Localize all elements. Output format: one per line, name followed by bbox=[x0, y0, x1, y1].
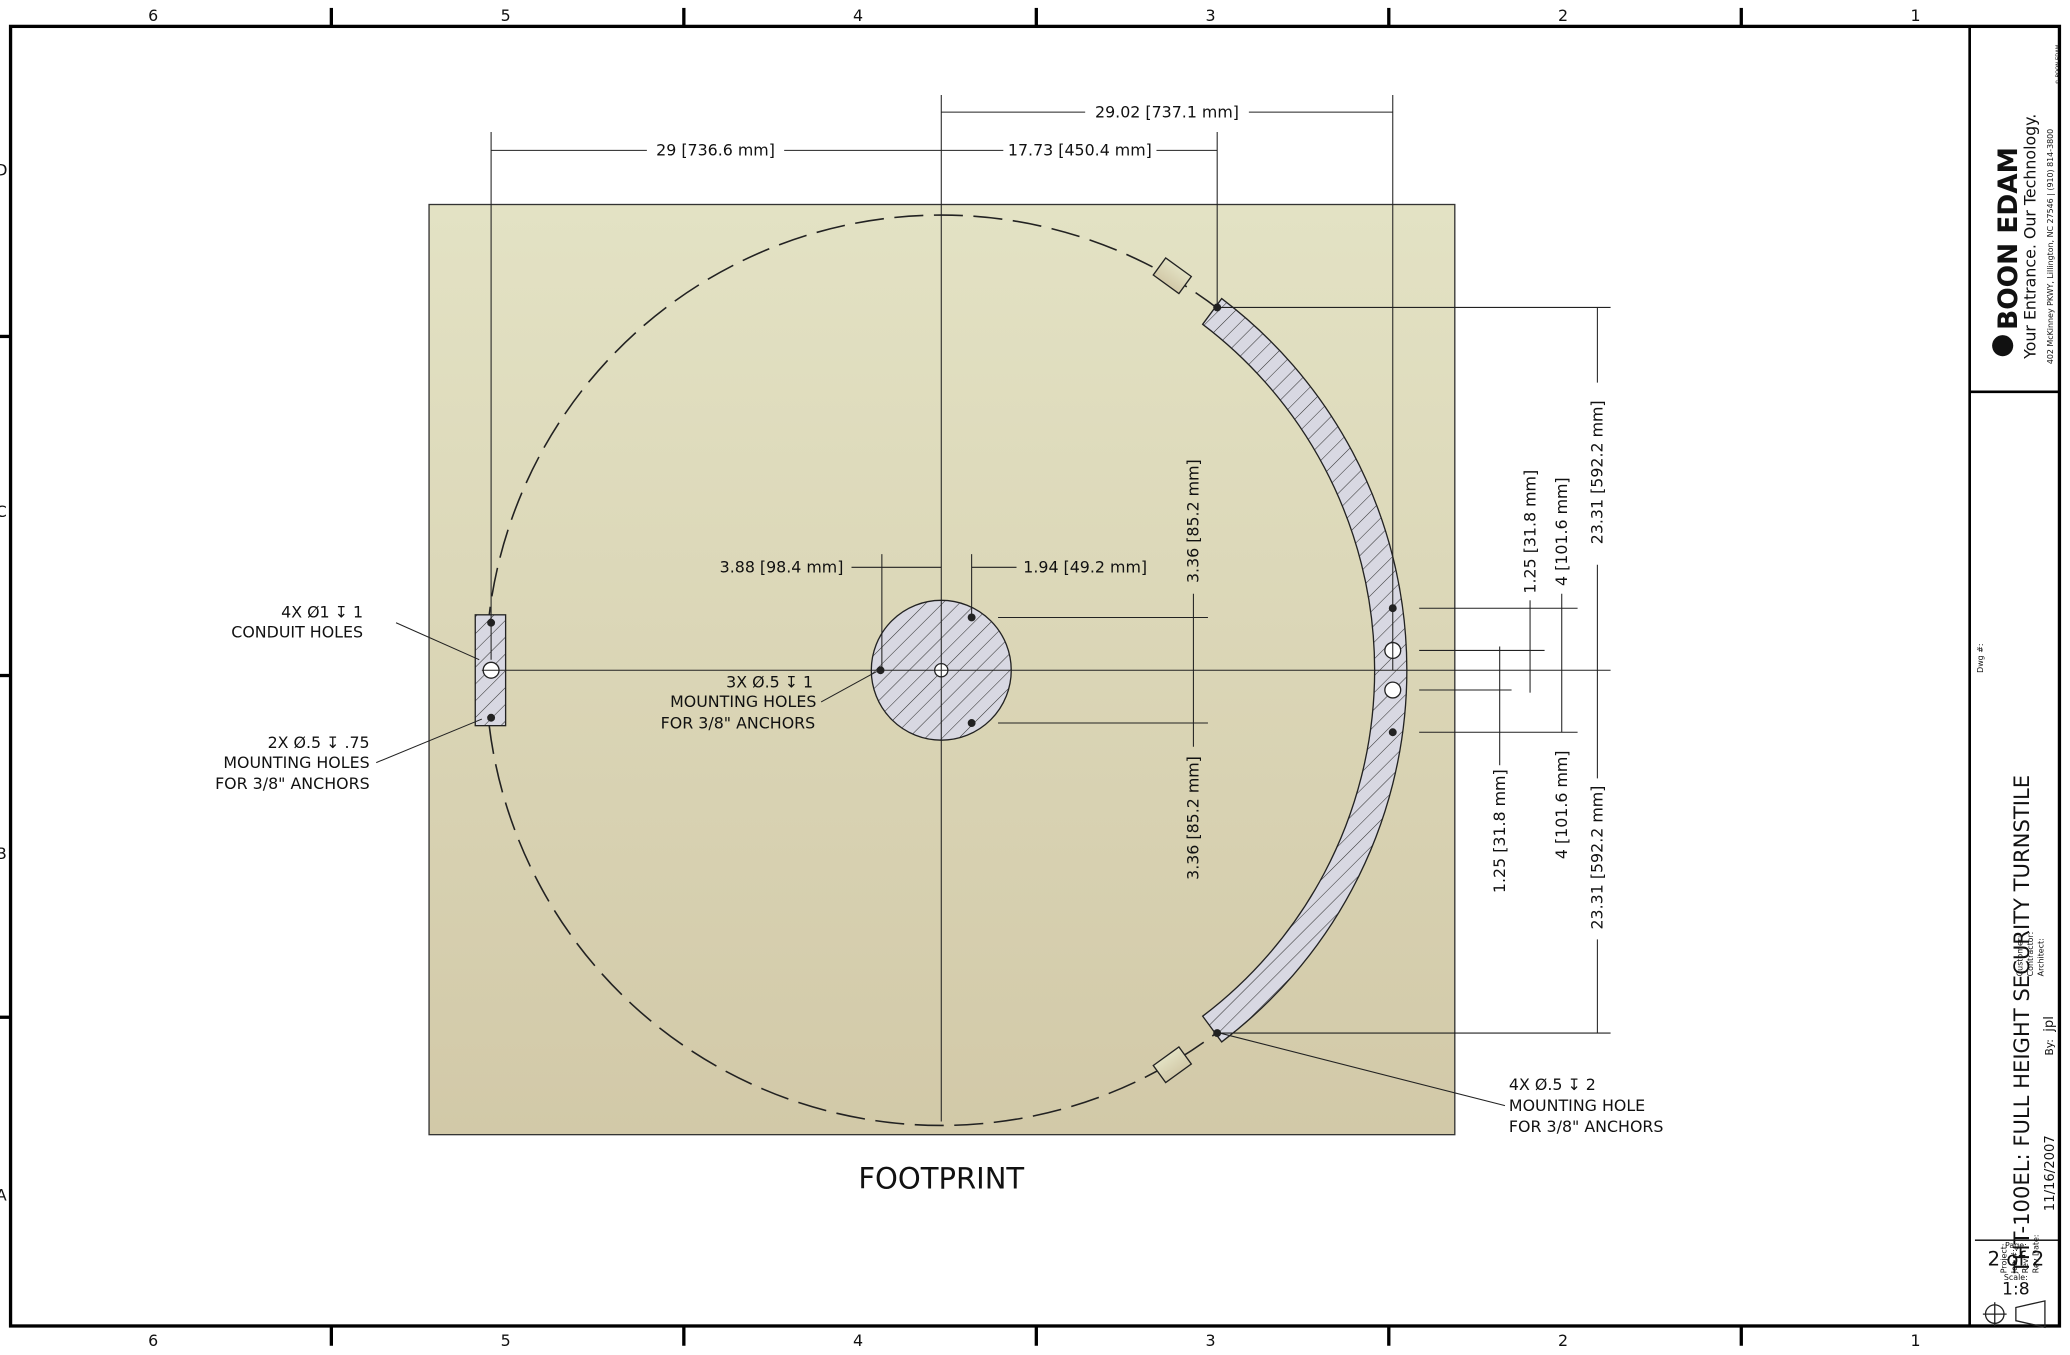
zone-label: 1 bbox=[1911, 1331, 1921, 1350]
zone-label: 3 bbox=[1206, 1331, 1216, 1350]
note: CONDUIT HOLES bbox=[231, 622, 363, 641]
copyright: © BOON EDAM bbox=[2054, 44, 2061, 84]
tagline: Your Entrance. Our Technology. bbox=[2021, 114, 2040, 360]
label: Customer: bbox=[2015, 935, 2024, 976]
zone-label: B bbox=[0, 844, 7, 863]
zone-label: 5 bbox=[501, 1331, 511, 1350]
note: 4X Ø.5 ↧ 2 bbox=[1509, 1075, 1596, 1094]
zone-label: D bbox=[0, 160, 7, 179]
label: Contractor: bbox=[2026, 932, 2035, 977]
dimension: 3.88 [98.4 mm] bbox=[720, 558, 844, 577]
note: 4X Ø1 ↧ 1 bbox=[281, 602, 363, 621]
page: 2 of 2 bbox=[1987, 1247, 2044, 1270]
note: MOUNTING HOLES bbox=[223, 753, 369, 772]
dimension: 3.36 [85.2 mm] bbox=[1184, 459, 1203, 583]
drawing-title: THT-100EL: FULL HEIGHT SECURITY TURNSTIL… bbox=[2009, 775, 2034, 1274]
zone-label: 4 bbox=[853, 1331, 863, 1350]
label: Project: bbox=[2000, 1243, 2009, 1273]
company: BOON EDAM bbox=[1994, 147, 2024, 330]
note: FOR 3/8" ANCHORS bbox=[661, 713, 816, 732]
dimension: 3.36 [85.2 mm] bbox=[1184, 756, 1203, 880]
rev-date: 11/16/2007 bbox=[2043, 1135, 2058, 1211]
label: Rev: bbox=[2021, 1256, 2030, 1273]
zone-label: 6 bbox=[148, 1331, 158, 1350]
label: By: bbox=[2044, 1039, 2056, 1055]
zone-label: 5 bbox=[501, 6, 511, 25]
by: jpl bbox=[2042, 1016, 2057, 1033]
zone-label: C bbox=[0, 502, 7, 521]
scale: 1:8 bbox=[2002, 1279, 2030, 1299]
note: FOR 3/8" ANCHORS bbox=[1509, 1117, 1664, 1136]
frame bbox=[0, 7, 2062, 1346]
note: MOUNTING HOLES bbox=[670, 692, 816, 711]
note: MOUNTING HOLE bbox=[1509, 1096, 1645, 1115]
zone-label: 6 bbox=[148, 6, 158, 25]
footprint bbox=[376, 94, 1611, 1136]
dimension: 29.02 [737.1 mm] bbox=[1095, 102, 1239, 121]
address: 402 McKinney PKWY, Lillington, NC 27546 … bbox=[2046, 129, 2055, 364]
view-title: FOOTPRINT bbox=[858, 1162, 1024, 1196]
dimension: 1.25 [31.8 mm] bbox=[1490, 769, 1509, 893]
label: Scale: bbox=[2004, 1273, 2028, 1282]
dimension: 23.31 [592.2 mm] bbox=[1588, 400, 1607, 544]
dimension: 29 [736.6 mm] bbox=[656, 141, 775, 160]
note: FOR 3/8" ANCHORS bbox=[215, 774, 370, 793]
note: 2X Ø.5 ↧ .75 bbox=[268, 733, 370, 752]
title-block: BOON EDAM Your Entrance. Our Technology.… bbox=[1976, 44, 2061, 1329]
zone-label: A bbox=[0, 1186, 7, 1205]
label: Dwg #: bbox=[1976, 644, 1985, 673]
zone-label: 1 bbox=[1911, 6, 1921, 25]
dimension: 1.94 [49.2 mm] bbox=[1023, 558, 1147, 577]
label: Page: bbox=[2005, 1241, 2027, 1250]
zone-label: 4 bbox=[853, 6, 863, 25]
label: Job #: bbox=[2010, 1249, 2019, 1274]
zone-label: 2 bbox=[1558, 6, 1568, 25]
note: 3X Ø.5 ↧ 1 bbox=[726, 672, 813, 691]
zone-label: 2 bbox=[1558, 1331, 1568, 1350]
label: Rev Date: bbox=[2031, 1234, 2040, 1273]
dimension: 4 [101.6 mm] bbox=[1552, 477, 1571, 586]
label: Architect: bbox=[2037, 938, 2046, 976]
zone-label: 3 bbox=[1206, 6, 1216, 25]
dimension: 4 [101.6 mm] bbox=[1552, 751, 1571, 860]
dimension: 17.73 [450.4 mm] bbox=[1008, 141, 1152, 160]
dimension: 1.25 [31.8 mm] bbox=[1520, 470, 1539, 594]
dimension: 23.31 [592.2 mm] bbox=[1588, 786, 1607, 930]
